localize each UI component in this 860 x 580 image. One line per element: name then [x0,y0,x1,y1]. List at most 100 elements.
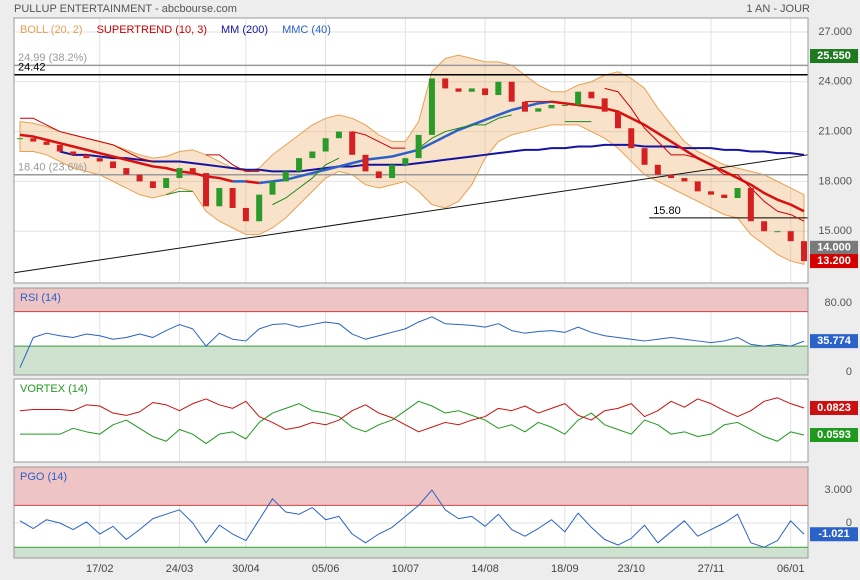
y-tick-label: 24.000 [818,76,852,88]
candle [801,241,807,262]
indicator-line [19,316,805,368]
candle [428,78,435,135]
supertrend-line [272,157,340,206]
value-box [810,49,858,64]
value-box [810,334,858,349]
candle [203,173,210,207]
oversold-zone [14,547,808,558]
candle [734,188,741,198]
candle [787,231,794,242]
chart-title: PULLUP ENTERTAINMENT - abcbourse.com [14,3,237,15]
mmc-line [551,100,805,213]
candle [149,181,156,189]
legend-entry: MMC (40) [282,24,331,36]
supertrend-line [20,117,154,162]
legend-entry: MM (200) [221,24,268,36]
panel [13,378,809,463]
value-box-label: 35.774 [817,335,852,347]
x-tick-label: 06/01 [777,563,805,575]
y-tick-label: 80.00 [824,297,852,309]
candle [96,158,103,162]
y-tick-label: 27.000 [818,26,852,38]
candle [362,154,369,172]
level-label: 18.40 (23.6%) [18,162,87,174]
panel-title: PGO (14) [20,471,67,483]
candle [189,168,196,174]
panel-frame [13,17,809,284]
candle [548,105,555,109]
x-tick-label: 30/04 [232,563,260,575]
candle [229,188,236,208]
candle [389,164,396,179]
y-tick-label: 0 [846,366,852,378]
value-box-label: 0.0593 [817,429,851,441]
candle [136,174,143,182]
x-tick-label: 14/08 [471,563,499,575]
panel-title: VORTEX (14) [20,383,88,395]
candle [761,221,768,232]
candle [415,134,422,159]
supertrend-line [604,87,805,222]
candle [256,194,263,222]
value-box [810,254,858,269]
x-tick-label: 23/10 [617,563,645,575]
supertrend-line [166,190,193,196]
supertrend-line [206,154,260,172]
candle [269,181,276,195]
candle [17,138,23,140]
x-tick-label: 18/09 [551,563,579,575]
candle [628,128,635,149]
y-tick-label: 0 [846,517,852,529]
value-box [810,527,858,542]
panel-frame [13,466,809,559]
mmc-line [245,180,260,185]
candle [123,168,130,175]
candle [216,188,223,207]
candle [442,78,449,89]
indicator-line [19,397,805,433]
candle [30,138,37,142]
candle [601,98,608,112]
bollinger-area [19,54,805,266]
value-box [810,240,858,255]
candle [747,188,754,222]
overbought-zone [14,467,808,506]
candle [43,141,50,145]
value-box-label: 14.000 [817,242,851,254]
candle [110,161,117,169]
candle [614,111,621,129]
value-box-label: 0.0823 [817,402,851,414]
value-box [810,427,858,442]
value-box-label: 13.200 [817,255,851,267]
candle [707,191,714,195]
value-box [810,400,858,415]
candle [575,91,582,106]
x-tick-label: 24/03 [166,563,194,575]
candle [654,164,661,175]
level-label: 15.80 [653,205,681,217]
oversold-zone [14,346,808,375]
period: 1 AN - JOUR [746,3,810,15]
candle [56,144,63,152]
candle [641,148,648,165]
candle [495,81,502,96]
candle [468,88,475,92]
candle [508,81,515,102]
supertrend-line [418,114,512,149]
panel-title: RSI (14) [20,292,61,304]
mmc-line [259,100,552,185]
panel-frame [13,378,809,463]
x-tick-label: 17/02 [86,563,114,575]
mmc-line [19,133,233,183]
value-box-label: -1.021 [818,528,849,540]
candle [482,88,489,96]
candle [349,131,356,155]
candle [83,154,90,159]
candle [70,151,77,155]
candle [296,158,303,172]
candle [535,108,542,112]
candle [588,91,595,99]
y-tick-label: 3.000 [824,484,852,496]
candle [375,171,382,179]
legend-entry: BOLL (20, 2) [20,24,83,36]
